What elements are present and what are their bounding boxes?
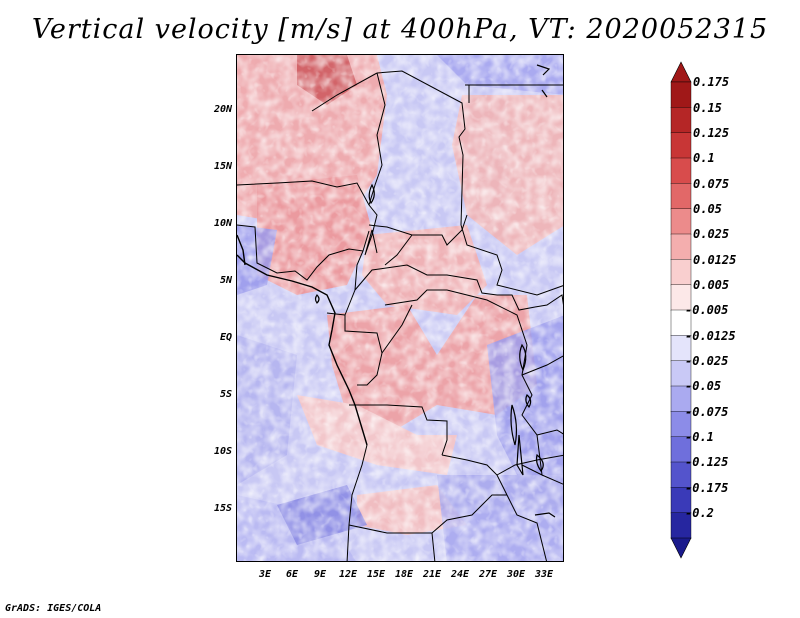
lon-tick-label: 18E	[394, 569, 414, 580]
colorbar-label: 0.15	[693, 100, 722, 115]
colorbar-segment	[670, 259, 692, 286]
vertical-velocity-field	[237, 55, 563, 561]
lon-tick-label: 15E	[366, 569, 386, 580]
colorbar-label: -0.005	[685, 303, 729, 318]
colorbar-label: -0.125	[685, 455, 729, 470]
colorbar-segment	[670, 157, 692, 185]
lon-tick-label: 33E	[534, 569, 554, 580]
lat-tick-label: 10S	[213, 446, 232, 457]
colorbar-label: -0.025	[685, 353, 729, 368]
country-borders	[237, 70, 563, 561]
lat-tick-label: 10N	[213, 218, 232, 229]
colorbar-bottom-arrow	[670, 537, 692, 559]
colorbar-label: 0.005	[693, 277, 730, 292]
colorbar-segment	[670, 233, 692, 261]
colorbar-label: -0.05	[685, 379, 722, 394]
lat-tick-label: 5N	[219, 275, 232, 286]
colorbar-segment	[670, 81, 692, 109]
colorbar-label: -0.175	[685, 480, 729, 495]
colorbar-label: -0.2	[685, 505, 714, 520]
field-texture-fine	[237, 55, 563, 561]
colorbar	[670, 61, 692, 559]
colorbar-label: 0.025	[693, 227, 730, 242]
colorbar-segment	[670, 183, 692, 210]
grads-credit: GrADS: IGES/COLA	[5, 603, 102, 614]
lon-tick-label: 27E	[478, 569, 498, 580]
colorbar-segment	[670, 132, 692, 159]
colorbar-label: 0.1	[693, 151, 715, 166]
colorbar-label: 0.175	[693, 75, 730, 90]
colorbar-label: 0.0125	[693, 252, 737, 267]
lon-tick-label: 24E	[450, 569, 470, 580]
lat-tick-label: EQ	[219, 332, 232, 343]
coastline	[237, 234, 368, 446]
lon-tick-label: 21E	[422, 569, 442, 580]
lon-tick-label: 6E	[285, 569, 299, 580]
colorbar-label: 0.075	[693, 176, 730, 191]
colorbar-label: 0.05	[693, 201, 722, 216]
colorbar-label: -0.0125	[685, 328, 736, 343]
map-panel	[236, 54, 564, 562]
lon-tick-label: 30E	[506, 569, 526, 580]
colorbar-label: 0.125	[693, 125, 730, 140]
colorbar-segment	[670, 107, 692, 134]
colorbar-label: -0.075	[685, 404, 729, 419]
lat-tick-label: 15N	[213, 161, 232, 172]
lon-tick-label: 9E	[313, 569, 327, 580]
lat-tick-label: 5S	[219, 389, 232, 400]
lat-tick-label: 20N	[213, 104, 232, 115]
colorbar-top-arrow	[670, 61, 692, 83]
lat-tick-label: 15S	[213, 503, 232, 514]
colorbar-label: -0.1	[685, 429, 714, 444]
lakes	[314, 64, 556, 518]
lon-tick-label: 3E	[258, 569, 272, 580]
colorbar-segment	[670, 208, 692, 235]
lon-tick-label: 12E	[338, 569, 358, 580]
map-title: Vertical velocity [m/s] at 400hPa, VT: 2…	[31, 14, 769, 45]
